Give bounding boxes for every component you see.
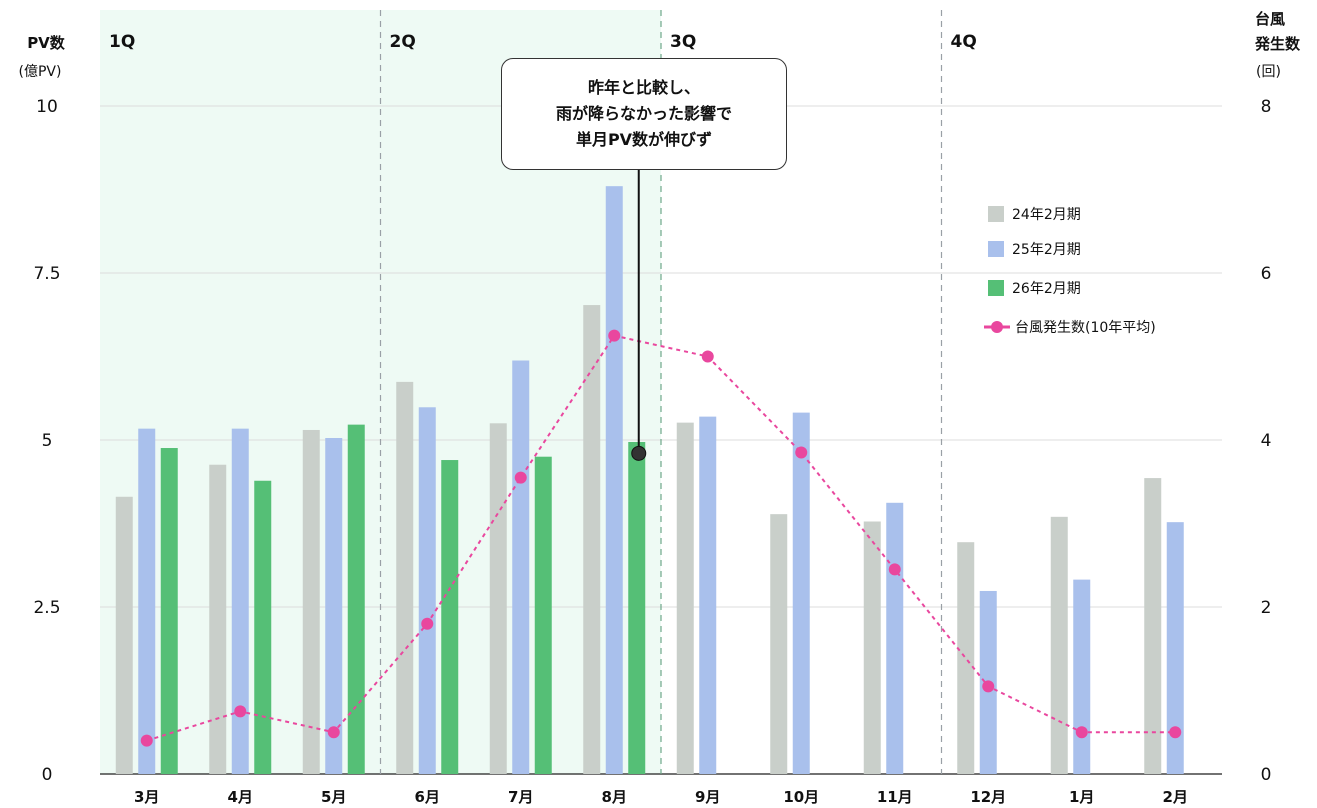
bar bbox=[115, 496, 133, 774]
x-tick-label: 2月 bbox=[1163, 788, 1188, 806]
bar bbox=[886, 502, 904, 774]
annotation-line-2: 雨が降らなかった影響で bbox=[555, 104, 732, 123]
quarter-dividers: 1Q 2Q 3Q 4Q bbox=[109, 10, 977, 774]
bar bbox=[254, 480, 272, 774]
x-tick-label: 6月 bbox=[415, 788, 440, 806]
legend-dot-swatch bbox=[991, 321, 1003, 333]
bar bbox=[1073, 579, 1091, 774]
typhoon-point bbox=[514, 471, 527, 484]
bar bbox=[512, 360, 530, 774]
legend-label: 25年2月期 bbox=[1012, 242, 1081, 258]
x-tick-label: 8月 bbox=[602, 788, 627, 806]
y-right-tick-label: 2 bbox=[1261, 598, 1272, 618]
x-tick-label: 9月 bbox=[695, 788, 720, 806]
typhoon-point bbox=[982, 680, 995, 693]
bar bbox=[396, 381, 414, 774]
bar bbox=[957, 542, 975, 774]
x-tick-label: 5月 bbox=[321, 788, 346, 806]
typhoon-point bbox=[1169, 726, 1182, 739]
y-left-unit: (億PV) bbox=[19, 64, 62, 80]
axes: 0 2.5 5 7.5 10 0 2 4 6 8 PV数 (億PV) 台風発生数 (回) 3月 4月 5月 6月 7… bbox=[19, 10, 1301, 806]
typhoon-point bbox=[327, 726, 340, 739]
bar bbox=[863, 521, 881, 774]
bar bbox=[605, 186, 623, 774]
typhoon-point bbox=[888, 563, 901, 576]
typhoon-point bbox=[1075, 726, 1088, 739]
bar bbox=[1050, 516, 1068, 774]
y-left-tick-label: 0 bbox=[42, 765, 53, 785]
bar bbox=[160, 448, 178, 774]
bar bbox=[347, 424, 365, 774]
typhoon-line bbox=[140, 329, 1182, 747]
legend-label: 26年2月期 bbox=[1012, 281, 1081, 297]
bar bbox=[138, 428, 156, 774]
bar bbox=[628, 442, 646, 774]
typhoon-point bbox=[140, 734, 153, 747]
bar bbox=[302, 429, 320, 774]
quarter-label: 2Q bbox=[390, 32, 416, 52]
y-left-tick-label: 7.5 bbox=[33, 264, 60, 284]
annotation-line-3: 単月PV数が伸びず bbox=[575, 130, 713, 149]
typhoon-point bbox=[795, 446, 808, 459]
legend-swatch bbox=[988, 206, 1004, 222]
typhoon-point bbox=[701, 350, 714, 363]
typhoon-line-path bbox=[146, 334, 1176, 742]
x-tick-label: 1月 bbox=[1069, 788, 1094, 806]
bar bbox=[418, 407, 436, 774]
bar bbox=[676, 422, 694, 774]
y-right-title: 発生数 bbox=[1254, 35, 1301, 53]
annotation-callout: 昨年と比較し、 雨が降らなかった影響で 単月PV数が伸びず bbox=[501, 58, 787, 170]
annotation-pointer-dot bbox=[631, 445, 647, 461]
legend-swatch bbox=[988, 280, 1004, 296]
annotation-line-1: 昨年と比較し、 bbox=[587, 78, 700, 97]
y-left-tick-label: 10 bbox=[36, 97, 58, 117]
bar bbox=[534, 456, 552, 774]
bar bbox=[792, 412, 810, 774]
bar bbox=[209, 464, 227, 774]
x-tick-label: 12月 bbox=[970, 788, 1006, 806]
x-tick-label: 7月 bbox=[508, 788, 533, 806]
x-tick-label: 3月 bbox=[134, 788, 159, 806]
annotation-pointer bbox=[631, 170, 647, 461]
bar bbox=[489, 423, 507, 774]
legend-swatch bbox=[988, 241, 1004, 257]
legend-label: 24年2月期 bbox=[1012, 207, 1081, 223]
x-tick-label: 11月 bbox=[877, 788, 913, 806]
y-right-title: 台風 bbox=[1255, 10, 1285, 28]
y-right-tick-label: 4 bbox=[1261, 431, 1272, 451]
x-tick-label: 10月 bbox=[783, 788, 819, 806]
legend-label: 台風発生数(10年平均) bbox=[1015, 320, 1156, 336]
bar bbox=[441, 460, 459, 774]
bar bbox=[231, 428, 249, 774]
quarter-label: 4Q bbox=[951, 32, 977, 52]
typhoon-point bbox=[421, 617, 434, 630]
y-left-title: PV数 bbox=[27, 34, 66, 52]
quarter-label: 3Q bbox=[670, 32, 696, 52]
bar bbox=[770, 514, 788, 774]
x-tick-label: 4月 bbox=[228, 788, 253, 806]
y-right-unit: (回) bbox=[1256, 64, 1281, 80]
bar bbox=[699, 416, 717, 774]
quarter-label: 1Q bbox=[109, 32, 135, 52]
bar bbox=[583, 305, 601, 774]
bar bbox=[1144, 478, 1162, 774]
y-right-tick-label: 6 bbox=[1261, 264, 1272, 284]
bar bbox=[1166, 522, 1184, 774]
typhoon-point bbox=[234, 705, 247, 718]
y-left-tick-label: 2.5 bbox=[33, 598, 60, 618]
bar bbox=[325, 437, 343, 774]
typhoon-point bbox=[608, 329, 621, 342]
y-right-tick-label: 8 bbox=[1261, 97, 1272, 117]
y-right-tick-label: 0 bbox=[1261, 765, 1272, 785]
y-left-tick-label: 5 bbox=[42, 431, 53, 451]
